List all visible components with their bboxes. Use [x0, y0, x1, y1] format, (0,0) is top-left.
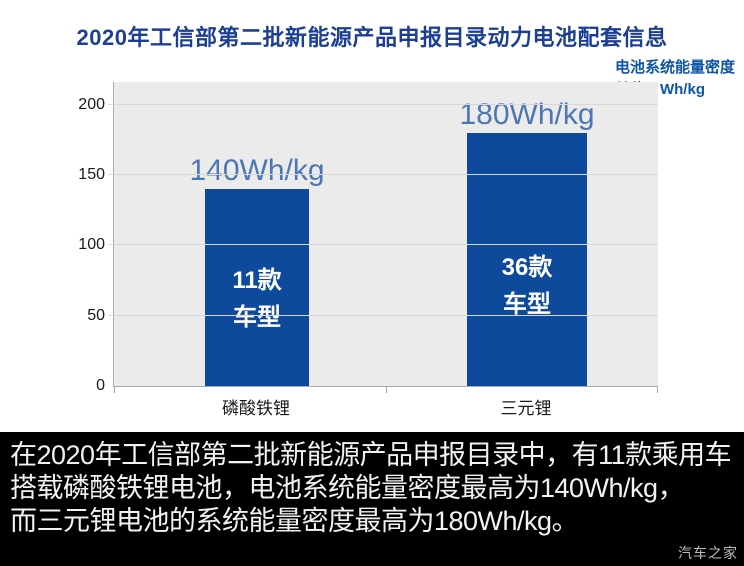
x-axis-label-ternary: 三元锂 [500, 399, 552, 418]
caption-text: 在2020年工信部第二批新能源产品申报目录中，有11款乘用车 搭载磷酸铁锂电池，… [0, 432, 744, 538]
gridline [108, 244, 658, 245]
chart-title: 2020年工信部第二批新能源产品申报目录动力电池配套信息 [76, 25, 668, 50]
y-axis-tick-label: 100 [78, 236, 105, 253]
bar-annotation-lfp: 11款 车型 [205, 262, 309, 336]
gridline [108, 315, 658, 316]
x-axis-label-lfp: 磷酸铁锂 [222, 399, 290, 418]
caption-line-1: 在2020年工信部第二批新能源产品申报目录中，有11款乘用车 [10, 440, 732, 470]
y-axis-tick-label: 50 [87, 307, 105, 324]
x-axis-tick [114, 387, 115, 393]
bar-annotation-ternary: 36款 车型 [467, 249, 587, 323]
watermark: 汽车之家 [678, 545, 738, 561]
caption-line-3: 而三元锂电池的系统能量密度最高为180Wh/kg。 [10, 506, 579, 536]
bar-value-label-lfp: 140Wh/kg [189, 154, 325, 187]
bar-lfp: 140Wh/kg 11款 车型 [189, 154, 325, 386]
y-axis-tick-label: 200 [78, 96, 105, 113]
bar-annotation-lfp-line2: 车型 [233, 304, 281, 331]
gridline [108, 104, 658, 105]
bar-annotation-ternary-line1: 36款 [501, 254, 553, 281]
bar-value-label-ternary: 180Wh/kg [459, 98, 595, 131]
y-axis-tick-label: 150 [78, 166, 105, 183]
unit-legend-metric: 电池系统能量密度 [614, 59, 735, 76]
bar-annotation-lfp-line1: 11款 [232, 267, 282, 294]
gridline [108, 174, 658, 175]
x-axis-tick [386, 387, 387, 393]
caption-banner: 在2020年工信部第二批新能源产品申报目录中，有11款乘用车 搭载磷酸铁锂电池，… [0, 432, 744, 566]
bar-annotation-ternary-line2: 车型 [503, 291, 551, 318]
bar-ternary: 180Wh/kg 36款 车型 [459, 98, 595, 386]
y-axis-tick-label: 0 [96, 377, 105, 394]
plot-area: 140Wh/kg 11款 车型 180Wh/kg 36款 车型 [108, 82, 658, 393]
x-axis-tick [657, 387, 658, 393]
caption-line-2: 搭载磷酸铁锂电池，电池系统能量密度最高为140Wh/kg， [10, 473, 685, 503]
